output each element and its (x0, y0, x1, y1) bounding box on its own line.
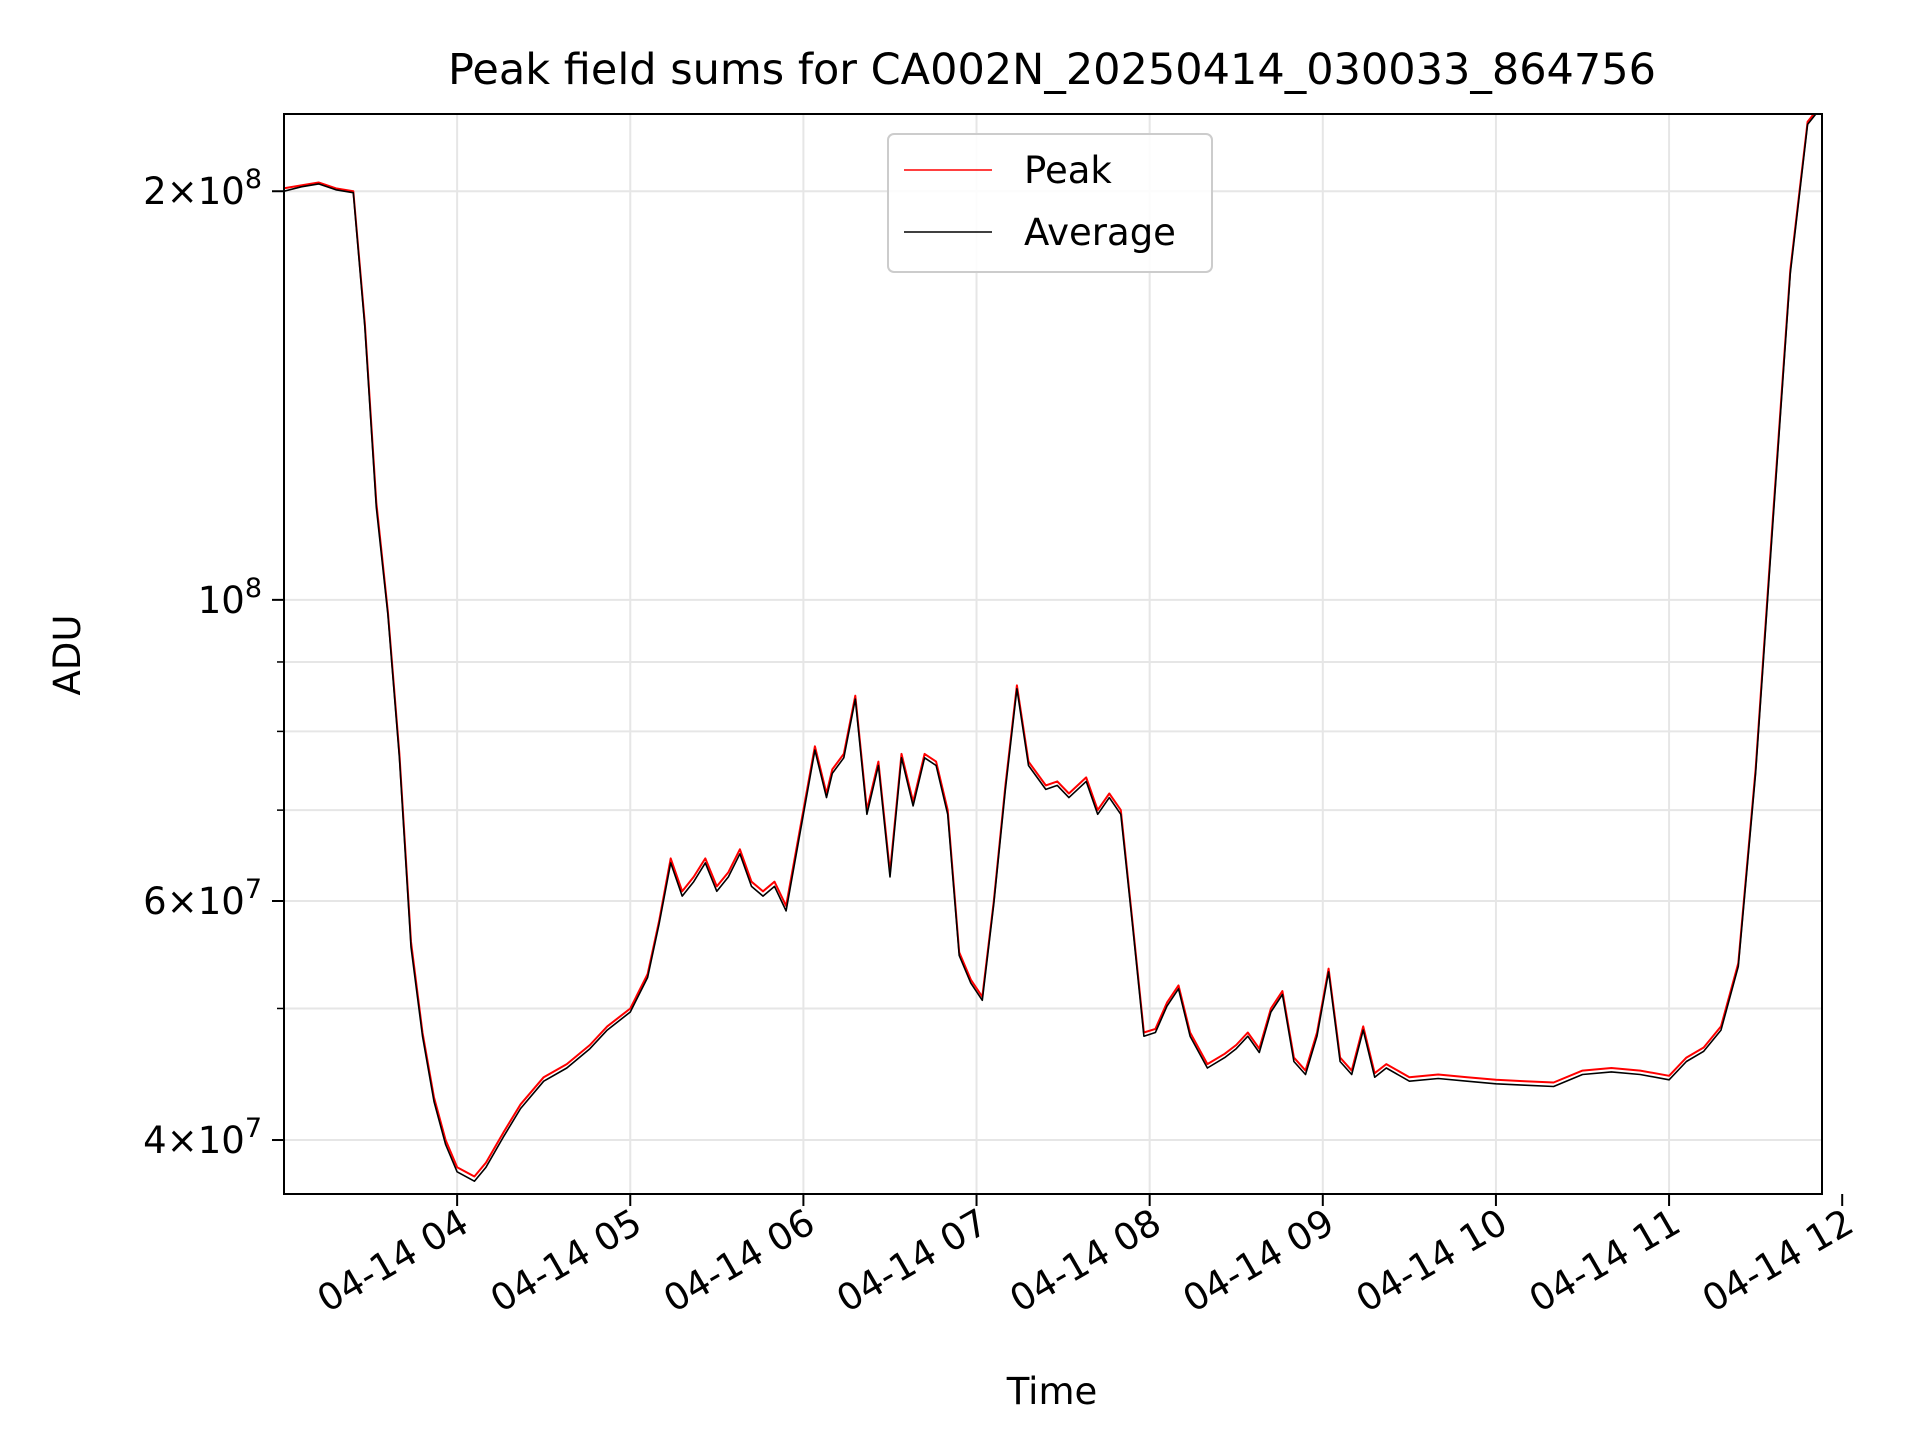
legend-box (887, 133, 1213, 273)
y-tick-base: 10 (198, 880, 245, 923)
y-tick-exponent: 8 (245, 164, 262, 195)
legend-label-average: Average (1024, 211, 1176, 254)
y-tick-mantissa: 4 (143, 1119, 167, 1162)
y-tick-label: 108 (198, 573, 262, 622)
y-tick-mantissa: 6 (143, 880, 167, 923)
x-axis-label: Time (1006, 1370, 1098, 1413)
legend-label-peak: Peak (1024, 149, 1112, 192)
chart-title: Peak field sums for CA002N_20250414_0300… (448, 45, 1656, 95)
y-tick-mantissa: 2 (143, 170, 167, 213)
y-tick-exponent: 8 (245, 573, 262, 604)
plot-frame (283, 113, 1823, 1195)
y-axis-label: ADU (46, 615, 89, 696)
y-tick-exponent: 7 (245, 1113, 262, 1144)
y-tick-times-sign: × (167, 880, 198, 923)
y-tick-label: 2×108 (143, 164, 262, 213)
y-tick-base: 10 (198, 170, 245, 213)
y-tick-label: 4×107 (143, 1113, 262, 1162)
y-tick-base: 10 (198, 1119, 245, 1162)
legend: Peak Average (887, 133, 1213, 273)
y-tick-base: 10 (198, 579, 245, 622)
grid-lines (284, 114, 1822, 1194)
series-line-average (284, 114, 1817, 1182)
series-lines (284, 114, 1817, 1182)
y-tick-label: 6×107 (143, 874, 262, 923)
y-tick-times-sign: × (167, 1119, 198, 1162)
y-tick-times-sign: × (167, 170, 198, 213)
y-tick-exponent: 7 (245, 874, 262, 905)
